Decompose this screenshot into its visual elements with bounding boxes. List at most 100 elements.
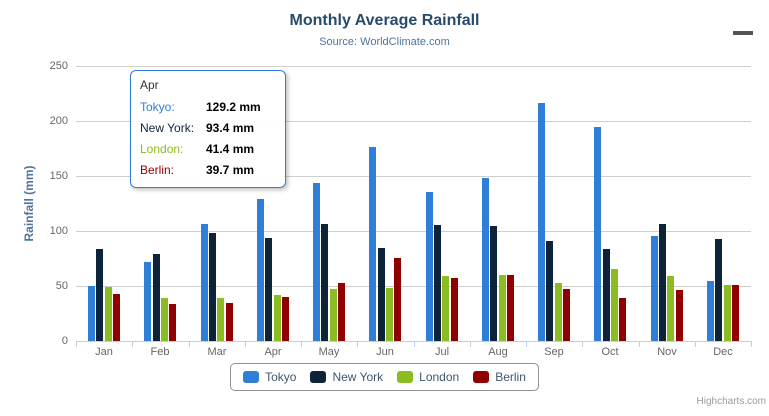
bar-tokyo-oct[interactable] xyxy=(594,127,601,341)
x-axis-tick xyxy=(357,341,358,347)
legend-label: New York xyxy=(332,370,384,384)
legend: Tokyo New York London Berlin xyxy=(0,363,769,391)
bar-london-dec[interactable] xyxy=(724,285,731,341)
legend-swatch-tokyo xyxy=(243,371,260,383)
bar-new-york-jul[interactable] xyxy=(434,225,441,341)
bar-tokyo-nov[interactable] xyxy=(651,236,658,341)
bar-london-jun[interactable] xyxy=(386,288,393,341)
gridline-250 xyxy=(76,66,751,67)
bar-london-feb[interactable] xyxy=(161,298,168,341)
x-axis-tick xyxy=(414,341,415,347)
bar-tokyo-jan[interactable] xyxy=(88,286,95,341)
bar-london-sep[interactable] xyxy=(555,283,562,341)
bar-tokyo-jul[interactable] xyxy=(426,192,433,341)
tooltip-rows: Tokyo: 129.2 mm New York: 93.4 mm London: 41.… xyxy=(140,97,276,181)
bar-london-mar[interactable] xyxy=(217,298,224,341)
bar-berlin-jul[interactable] xyxy=(451,278,458,341)
legend-item-london[interactable]: London xyxy=(397,370,459,384)
bar-berlin-nov[interactable] xyxy=(676,290,683,341)
bar-berlin-mar[interactable] xyxy=(226,303,233,341)
bar-berlin-oct[interactable] xyxy=(619,298,626,341)
bar-berlin-jun[interactable] xyxy=(394,258,401,341)
bar-berlin-may[interactable] xyxy=(338,283,345,341)
chart-context-menu-button[interactable] xyxy=(731,19,755,43)
bar-berlin-jan[interactable] xyxy=(113,294,120,341)
x-axis-label-may: May xyxy=(318,346,340,358)
bar-berlin-feb[interactable] xyxy=(169,304,176,341)
bar-tokyo-mar[interactable] xyxy=(201,224,208,341)
x-axis-tick xyxy=(301,341,302,347)
legend-item-new-york[interactable]: New York xyxy=(310,370,383,384)
x-axis-label-feb: Feb xyxy=(150,346,170,358)
bar-new-york-mar[interactable] xyxy=(209,233,216,341)
y-axis-label: 100 xyxy=(49,225,68,237)
bar-tokyo-dec[interactable] xyxy=(707,281,714,341)
x-axis-label-dec: Dec xyxy=(713,346,733,358)
bar-new-york-jun[interactable] xyxy=(378,248,385,341)
tooltip-series-value: 39.7 mm xyxy=(206,163,255,177)
chart-title: Monthly Average Rainfall xyxy=(289,12,480,29)
bar-london-aug[interactable] xyxy=(499,275,506,341)
gridline-50 xyxy=(76,286,751,287)
tooltip-category: Apr xyxy=(140,78,159,92)
bar-new-york-feb[interactable] xyxy=(153,254,160,341)
bar-new-york-may[interactable] xyxy=(321,224,328,341)
bar-london-oct[interactable] xyxy=(611,269,618,341)
x-axis-label-jun: Jun xyxy=(376,346,394,358)
x-axis-tick xyxy=(245,341,246,347)
legend-box: Tokyo New York London Berlin xyxy=(230,363,539,391)
legend-swatch-berlin xyxy=(473,371,490,383)
x-axis-label-mar: Mar xyxy=(207,346,227,358)
bar-tokyo-may[interactable] xyxy=(313,183,320,341)
bar-tokyo-jun[interactable] xyxy=(369,147,376,341)
tooltip-row-tokyo: Tokyo: 129.2 mm xyxy=(140,97,276,118)
bar-new-york-apr[interactable] xyxy=(265,238,272,341)
legend-label: Tokyo xyxy=(265,370,297,384)
bar-tokyo-apr[interactable] xyxy=(257,199,264,341)
bar-berlin-aug[interactable] xyxy=(507,275,514,341)
bar-berlin-sep[interactable] xyxy=(563,289,570,341)
gridline-200 xyxy=(76,121,751,122)
bar-new-york-oct[interactable] xyxy=(603,249,610,341)
tooltip-row-new-york: New York: 93.4 mm xyxy=(140,118,276,139)
x-axis-tick xyxy=(76,341,77,347)
bar-london-jan[interactable] xyxy=(105,287,112,341)
gridline-150 xyxy=(76,176,751,177)
bar-berlin-dec[interactable] xyxy=(732,285,739,341)
y-axis-label: 50 xyxy=(55,280,68,292)
tooltip-series-label: Tokyo: xyxy=(140,100,175,114)
y-axis-label: 250 xyxy=(49,60,68,72)
bar-london-may[interactable] xyxy=(330,289,337,341)
bar-new-york-nov[interactable] xyxy=(659,224,666,341)
x-axis-label-jul: Jul xyxy=(434,346,450,358)
bar-berlin-apr[interactable] xyxy=(282,297,289,341)
gridline-100 xyxy=(76,231,751,232)
bar-tokyo-aug[interactable] xyxy=(482,178,489,341)
legend-item-berlin[interactable]: Berlin xyxy=(473,370,526,384)
credits-link[interactable]: Highcharts.com xyxy=(696,396,766,407)
y-axis-title: Rainfall (mm) xyxy=(22,165,36,242)
x-axis-tick xyxy=(639,341,640,347)
bar-london-jul[interactable] xyxy=(442,276,449,341)
bar-new-york-aug[interactable] xyxy=(490,226,497,341)
legend-swatch-london xyxy=(397,371,414,383)
x-axis-tick xyxy=(189,341,190,347)
x-axis-tick xyxy=(526,341,527,347)
x-axis-tick xyxy=(751,341,752,347)
bar-new-york-jan[interactable] xyxy=(96,249,103,341)
bar-tokyo-sep[interactable] xyxy=(538,103,545,341)
tooltip-series-label: London: xyxy=(140,142,184,156)
legend-item-tokyo[interactable]: Tokyo xyxy=(243,370,296,384)
bar-tokyo-feb[interactable] xyxy=(144,262,151,341)
bar-london-apr[interactable] xyxy=(274,295,281,341)
x-axis-label-apr: Apr xyxy=(264,346,282,358)
x-axis-tick xyxy=(132,341,133,347)
legend-swatch-new-york xyxy=(310,371,327,383)
bar-new-york-sep[interactable] xyxy=(546,241,553,341)
bar-london-nov[interactable] xyxy=(667,276,674,341)
y-axis-label: 200 xyxy=(49,115,68,127)
bar-new-york-dec[interactable] xyxy=(715,239,722,341)
x-axis-label-jan: Jan xyxy=(95,346,113,358)
legend-label: London xyxy=(419,370,460,384)
